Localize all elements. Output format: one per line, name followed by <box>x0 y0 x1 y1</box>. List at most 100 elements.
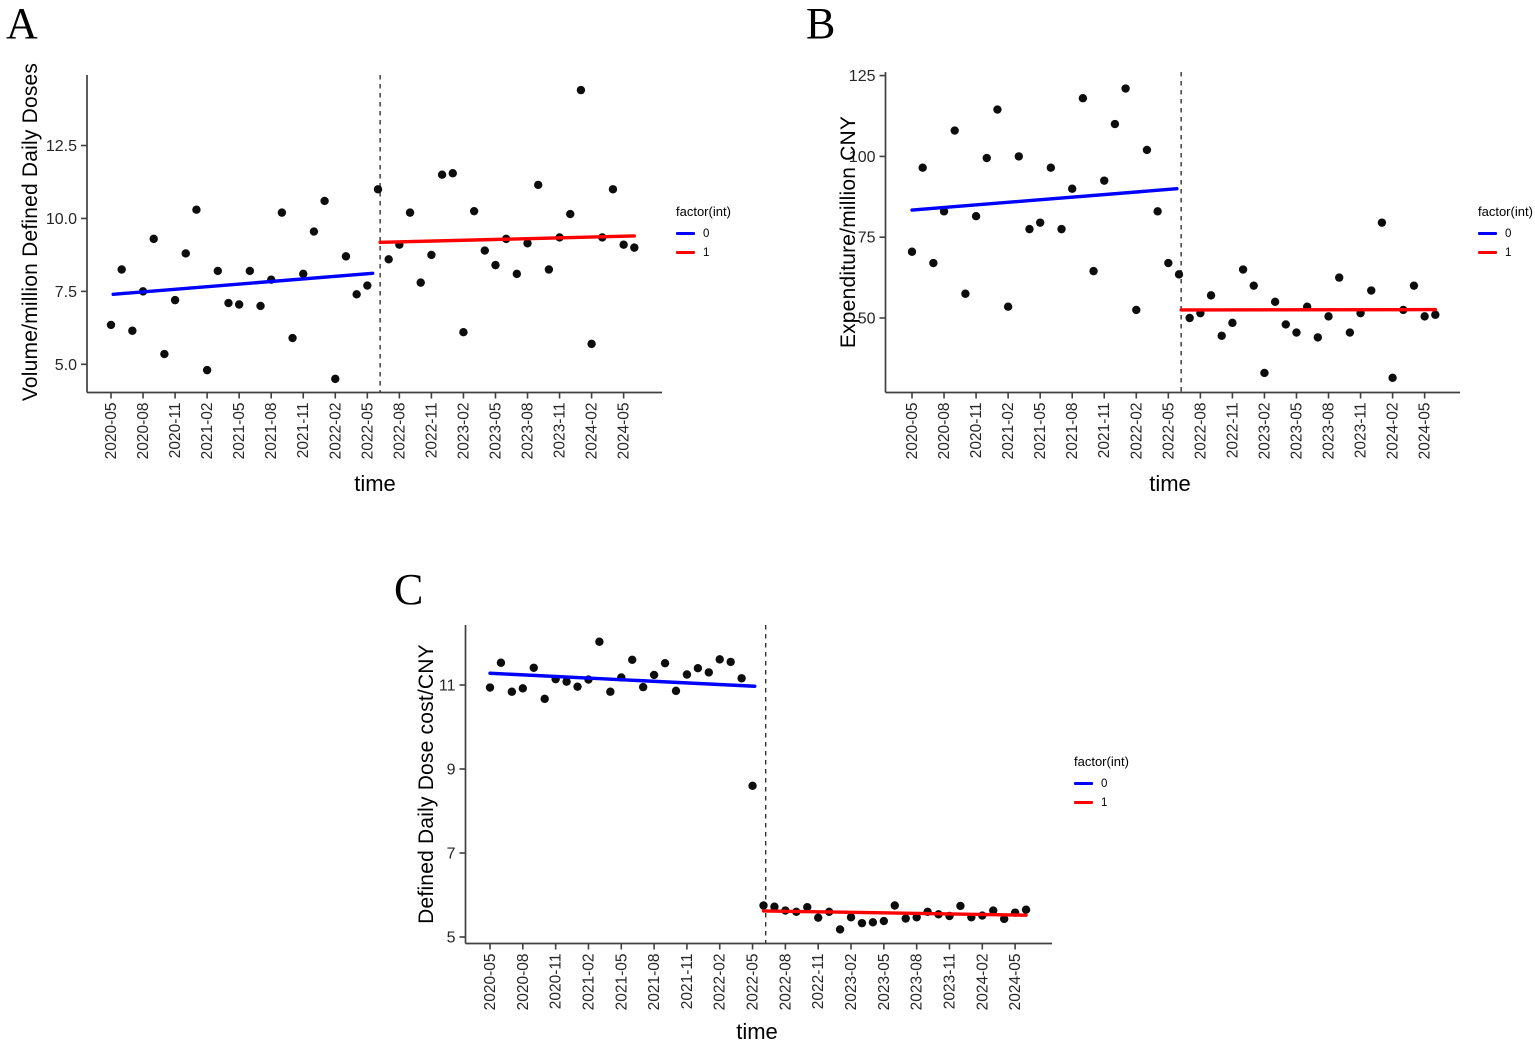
data-point <box>606 687 615 696</box>
data-point <box>485 683 495 692</box>
data-point <box>352 290 361 299</box>
data-point <box>715 655 724 664</box>
red-line-swatch <box>676 251 695 254</box>
data-point <box>576 85 586 95</box>
x-tick-label: 2020-11 <box>548 954 565 1010</box>
data-point <box>1420 312 1429 321</box>
y-tick-label: 12.5 <box>46 138 77 155</box>
x-tick-label: 2023-11 <box>1353 403 1370 459</box>
data-point <box>737 674 746 683</box>
x-tick-label: 2021-02 <box>580 954 597 1011</box>
data-point <box>363 281 372 290</box>
data-point <box>1078 94 1088 103</box>
x-tick-label: 2022-02 <box>327 403 344 460</box>
y-tick-label: 9 <box>447 762 456 779</box>
x-tick-label: 2021-05 <box>613 954 630 1011</box>
data-point <box>427 250 436 260</box>
panel-b-legend: factor(int) 0 1 <box>1478 204 1533 262</box>
data-point <box>1185 313 1194 323</box>
blue-line-swatch <box>1074 782 1093 785</box>
x-tick-label: 2020-08 <box>936 403 953 460</box>
data-point <box>879 916 889 926</box>
x-tick-label: 2024-02 <box>974 954 991 1011</box>
x-tick-label: 2022-11 <box>810 954 827 1010</box>
data-point <box>213 266 222 276</box>
data-point <box>405 208 415 217</box>
data-point <box>1377 218 1387 227</box>
x-tick-label: 2023-08 <box>520 403 537 460</box>
data-point <box>373 185 383 194</box>
x-tick-label: 2024-05 <box>616 403 633 460</box>
x-tick-label: 2022-08 <box>1192 403 1209 460</box>
data-point <box>1431 310 1440 319</box>
data-point <box>918 163 927 172</box>
x-tick-label: 2021-05 <box>231 403 248 460</box>
legend-title: factor(int) <box>1074 754 1129 769</box>
data-point <box>671 686 681 696</box>
data-point <box>459 328 468 337</box>
data-point <box>192 205 201 214</box>
x-tick-label: 2022-05 <box>359 403 376 460</box>
data-point <box>1313 333 1323 342</box>
data-point <box>1367 286 1376 295</box>
data-point <box>341 252 351 261</box>
data-point <box>999 914 1009 924</box>
panel-c: 5 7 9 11 2020-05 2020-08 2020-11 2021-02 2021-05… <box>439 625 1052 1010</box>
data-point <box>1324 312 1333 321</box>
data-point <box>1089 266 1098 276</box>
legend-title: factor(int) <box>676 204 731 219</box>
x-tick-label: 2022-02 <box>1128 403 1145 460</box>
x-tick-label: 2024-02 <box>584 403 601 460</box>
data-point <box>857 918 867 928</box>
legend-item-label: 1 <box>1505 246 1512 259</box>
data-point <box>912 913 921 922</box>
y-tick-label: 5 <box>447 930 456 947</box>
data-point <box>523 239 532 248</box>
x-tick-label: 2023-11 <box>941 954 958 1010</box>
data-point <box>1335 273 1344 282</box>
trend-line-post <box>378 234 637 245</box>
panel-c-legend: factor(int) 0 1 <box>1074 754 1129 812</box>
data-point <box>491 260 500 270</box>
x-tick-label: 2022-02 <box>712 954 729 1011</box>
data-point <box>277 208 287 217</box>
data-point <box>1121 84 1130 93</box>
data-point <box>309 227 319 236</box>
data-point <box>630 243 639 252</box>
x-tick-label: 2021-08 <box>263 403 280 460</box>
data-point <box>566 209 575 219</box>
x-tick-label: 2022-08 <box>777 954 794 1011</box>
x-tick-label: 2021-11 <box>1096 403 1113 459</box>
y-tick-label: 125 <box>849 68 876 85</box>
data-point <box>1003 302 1013 311</box>
x-tick-label: 2020-08 <box>515 954 532 1011</box>
data-point <box>1174 270 1184 279</box>
data-point <box>890 901 899 910</box>
trend-line-pre <box>488 671 757 688</box>
data-point <box>202 365 212 375</box>
data-point <box>160 349 169 359</box>
x-tick-label: 2023-05 <box>876 954 893 1011</box>
panel-b-x-axis-title: time <box>1149 471 1191 496</box>
data-point <box>1164 258 1173 268</box>
x-tick-label: 2021-02 <box>199 403 216 460</box>
data-point <box>1153 207 1162 216</box>
y-tick-label: 75 <box>858 230 876 247</box>
y-tick-label: 7 <box>447 846 456 863</box>
x-tick-label: 2023-11 <box>552 403 569 459</box>
data-point <box>234 300 244 309</box>
data-point <box>1388 373 1397 382</box>
data-point <box>649 670 659 680</box>
x-tick-label: 2021-02 <box>1000 403 1017 460</box>
data-point <box>106 320 116 330</box>
data-point <box>982 153 991 163</box>
legend-item-label: 1 <box>1101 796 1108 809</box>
panel-b-y-axis-title: Expenditure/million CNY <box>837 115 860 349</box>
x-tick-label: 2024-02 <box>1385 403 1402 460</box>
x-tick-label: 2024-05 <box>1417 403 1434 460</box>
y-tick-label: 50 <box>858 311 876 328</box>
data-point <box>770 902 779 911</box>
panel-a-letter: A <box>6 0 38 48</box>
data-point <box>693 664 703 673</box>
